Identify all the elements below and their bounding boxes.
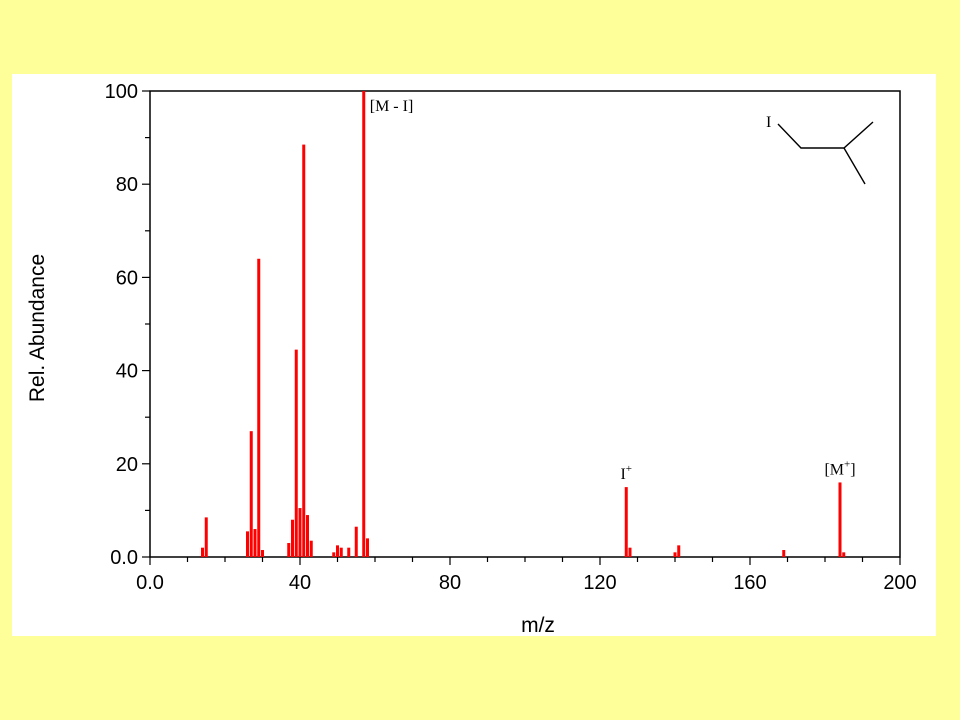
- mass-spectrum-chart: 0.0 40 80 120 160 200 0.0 20 40 60 80 100 [M - I] I+…: [26, 81, 917, 636]
- peak-annotations: [M - I] I+ [M+]: [370, 98, 856, 483]
- x-axis-title: m/z: [521, 614, 555, 636]
- peak-annotation: [M - I]: [370, 98, 414, 115]
- molecule-structure: I: [766, 114, 874, 185]
- structure-bond-chain: [777, 121, 874, 149]
- peak-bar: [332, 552, 336, 557]
- axes: [142, 90, 901, 565]
- structure-bond-branch: [843, 147, 866, 185]
- y-tick-label: 60: [116, 267, 138, 289]
- peak-bar: [204, 517, 208, 557]
- peak-bar: [291, 519, 294, 557]
- peak-bars: [201, 91, 846, 557]
- peak-bar: [261, 550, 264, 557]
- peak-bar: [306, 515, 309, 557]
- peak-bar: [309, 540, 313, 557]
- x-tick-label: 120: [583, 572, 616, 594]
- y-axis-title: Rel. Abundance: [26, 254, 49, 402]
- peak-bar: [677, 545, 681, 557]
- plot-frame: [149, 90, 901, 558]
- peak-bar: [287, 543, 291, 557]
- peak-bar: [339, 547, 343, 557]
- peak-bar: [673, 552, 677, 557]
- y-tick-label: 80: [116, 174, 138, 196]
- peak-annotation: [M+]: [824, 458, 855, 478]
- peak-bar: [782, 550, 786, 557]
- tick-labels: 0.0 40 80 120 160 200 0.0 20 40 60 80 100: [105, 81, 917, 594]
- peak-bar: [302, 144, 306, 557]
- peak-bar: [366, 538, 369, 557]
- peak-bar: [628, 547, 632, 557]
- peak-bar: [842, 552, 846, 557]
- peak-bar: [624, 487, 628, 557]
- peak-bar: [298, 508, 302, 557]
- peak-bar: [201, 547, 204, 557]
- peak-bar: [253, 529, 257, 557]
- peak-bar: [294, 349, 298, 557]
- peak-bar: [362, 91, 366, 557]
- y-tick-label: 0.0: [110, 547, 138, 569]
- peak-bar: [246, 531, 249, 557]
- x-tick-label: 160: [733, 572, 766, 594]
- peak-annotation: I+: [620, 463, 632, 483]
- peak-bar: [257, 258, 261, 557]
- chart-panel: 0.0 40 80 120 160 200 0.0 20 40 60 80 100 [M - I] I+…: [12, 74, 936, 636]
- y-tick-label: 40: [116, 361, 138, 383]
- x-tick-label: 200: [883, 572, 916, 594]
- x-tick-label: 0.0: [136, 572, 164, 594]
- y-tick-label: 20: [116, 454, 138, 476]
- peak-bar: [354, 526, 358, 557]
- y-tick-label: 100: [105, 81, 138, 103]
- peak-bar: [336, 545, 339, 557]
- peak-bar: [347, 547, 351, 557]
- peak-bar: [249, 431, 253, 557]
- peak-bar: [838, 482, 842, 557]
- x-tick-label: 80: [439, 572, 461, 594]
- structure-atom-label: I: [766, 114, 771, 131]
- x-tick-label: 40: [289, 572, 311, 594]
